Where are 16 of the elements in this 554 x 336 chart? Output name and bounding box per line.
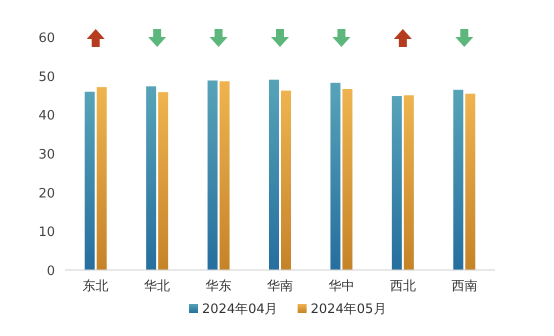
y-tick-label: 40 xyxy=(38,108,55,124)
y-tick-label: 0 xyxy=(46,264,55,279)
y-tick-label: 30 xyxy=(38,148,55,162)
y-tick-label: 10 xyxy=(38,225,55,240)
legend-label: 2024年05月 xyxy=(310,302,386,317)
x-tick-label: 华南 xyxy=(267,279,293,294)
x-tick-label: 西北 xyxy=(390,279,416,294)
x-tick-label: 华中 xyxy=(328,279,354,294)
y-tick-label: 50 xyxy=(38,70,55,85)
legend-label: 2024年04月 xyxy=(202,302,278,317)
y-tick-label: 20 xyxy=(38,186,55,202)
x-tick-label: 西南 xyxy=(451,279,478,294)
y-tick-label: 60 xyxy=(38,31,55,46)
x-tick-label: 华北 xyxy=(144,279,170,294)
x-tick-label: 东北 xyxy=(82,279,109,294)
x-tick-label: 华东 xyxy=(206,279,232,294)
